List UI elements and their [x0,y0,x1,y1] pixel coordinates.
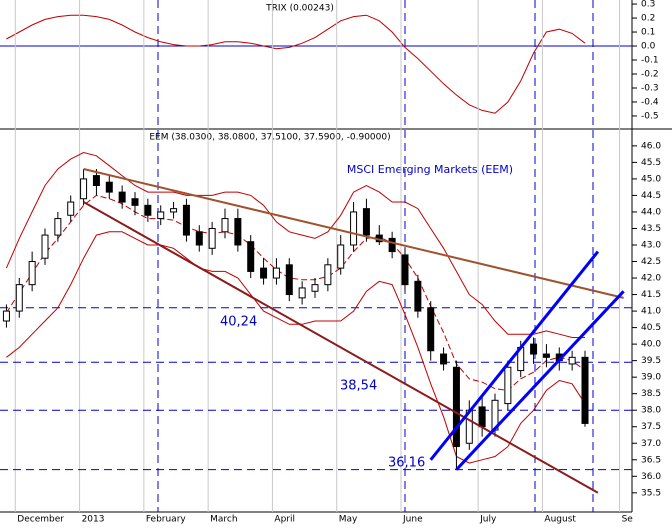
x-tick-label: July [479,515,497,525]
candle-body [568,356,576,365]
candle-body [401,254,409,286]
candle-body [41,234,49,259]
x-tick-label: May [339,515,358,525]
level-label: 40,24 [220,315,257,330]
candle-body [452,366,460,448]
trend-line [429,250,600,461]
candle-body [80,178,88,200]
candle-body [247,241,255,272]
candle-body [337,244,345,269]
candle-body [118,191,126,203]
candle-body [28,261,36,286]
level-label: 36,16 [388,456,425,471]
candle-body [285,264,293,296]
price-title: EEM (38.0300, 38.0800, 37.5100, 37.5900,… [149,133,390,143]
date-markers [157,0,594,512]
y-tick-label: 39.5 [641,356,661,366]
candle-body [542,353,550,358]
candle-body [530,343,538,355]
y-tick-label: 36.0 [641,472,661,482]
candle-body [324,264,332,286]
candle-body [362,208,370,236]
x-tick-label: March [210,515,237,525]
candle-body [427,307,435,352]
trend-line [455,290,625,471]
y-tick-label: -0.4 [641,97,659,107]
candle-body [272,267,280,279]
y-tick-label: 46.0 [641,141,661,151]
candle-body [2,310,10,322]
y-tick-label: 44.5 [641,191,661,201]
y-tick-label: 44.0 [641,207,661,217]
band-line [5,194,586,391]
band-line [6,231,586,464]
x-tick-label: June [402,515,423,525]
candle-body [144,204,152,216]
candle-body [15,284,23,312]
trend-line [83,168,624,299]
candle-body [311,284,319,292]
x-tick-label: April [274,515,295,525]
y-tick-label: 43.0 [641,240,661,250]
candle-body [92,175,100,187]
y-tick-label: -0.5 [641,111,659,121]
y-tick-label: 40.0 [641,340,661,350]
trix-line [6,14,586,114]
y-tick-label: 0.0 [641,42,656,52]
candle-body [260,267,268,279]
x-tick-label: August [544,515,576,525]
candle-body [105,181,113,193]
trix-title: TRIX (0.00243) [265,4,334,14]
y-tick-label: 45.5 [641,158,661,168]
y-tick-label: 40.5 [641,323,661,333]
y-tick-label: 45.0 [641,174,661,184]
x-tick-label: February [146,515,187,525]
y-tick-label: 38.0 [641,406,661,416]
candle-body [388,237,396,253]
price-subtitle: MSCI Emerging Markets (EEM) [347,163,513,176]
y-tick-label: 39.0 [641,373,661,383]
y-tick-label: 41.5 [641,290,661,300]
candle-body [234,218,242,246]
y-tick-label: 35.5 [641,488,661,498]
candle-body [195,231,203,246]
y-tick-label: 41.0 [641,307,661,317]
candle-body [414,280,422,312]
y-tick-label: 0.1 [641,28,655,38]
candle-body [298,287,306,299]
candle-body [170,208,178,213]
candle-body [54,218,62,236]
y-tick-label: 36.5 [641,455,661,465]
y-tick-label: 38.5 [641,389,661,399]
trend-line [83,201,599,494]
y-tick-label: -0.2 [641,70,659,80]
level-label: 38,54 [340,379,377,394]
y-tick-label: 37.5 [641,422,661,432]
candle-body [504,366,512,405]
x-tick-label: December [17,515,64,525]
candle-body [350,211,358,246]
y-tick-label: 37.0 [641,439,661,449]
y-tick-label: 0.3 [641,0,655,10]
candle-body [440,353,448,365]
x-tick-label: Se [622,515,634,525]
y-tick-label: 42.5 [641,257,661,267]
y-tick-label: 42.0 [641,274,661,284]
y-tick-label: -0.1 [641,56,659,66]
candle-body [478,406,486,428]
y-tick-label: 43.5 [641,224,661,234]
band-line [5,151,585,338]
candle-body [182,204,190,236]
candle-body [67,201,75,216]
candle-body [208,227,216,249]
candle-body [221,218,229,233]
x-tick-label: 2013 [82,515,105,525]
candle-body [581,356,589,424]
candle-body [131,198,139,206]
candle-body [157,211,165,220]
y-tick-label: 0.2 [641,14,655,24]
y-tick-label: -0.3 [641,83,659,93]
